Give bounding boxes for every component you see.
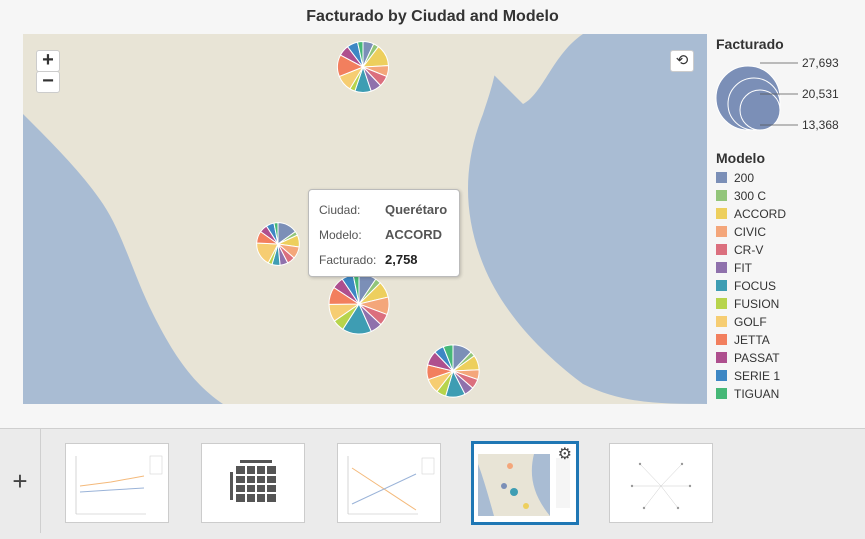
tooltip-value-ciudad: Querétaro — [385, 202, 448, 217]
legend-label: FIT — [734, 261, 752, 275]
thumbnail-line-chart[interactable] — [65, 443, 169, 523]
legend-item[interactable]: PASSAT — [716, 351, 780, 369]
pie-markers — [256, 41, 480, 398]
legend-label: CR-V — [734, 243, 764, 257]
legend-label: FOCUS — [734, 279, 776, 293]
pie-slice — [273, 222, 279, 245]
legend-label: CIVIC — [734, 225, 767, 239]
pie-marker — [328, 273, 390, 335]
legend-label: ACCORD — [734, 207, 787, 221]
pie-marker — [337, 41, 389, 93]
line-chart-thumb-icon — [347, 456, 435, 515]
legend-label: 200 — [734, 171, 755, 185]
land-mass — [23, 34, 707, 104]
legend-item[interactable]: 300 C — [716, 189, 766, 207]
size-legend-title: Facturado — [716, 36, 784, 52]
size-legend-circles — [715, 62, 798, 131]
visualization-tray: + — [0, 428, 865, 539]
legend-swatch — [716, 316, 727, 327]
pacific-coast — [23, 114, 223, 404]
legend-item[interactable]: JETTA — [716, 333, 770, 351]
thumbnail-map-active[interactable]: ⚙ — [471, 441, 579, 525]
legend-item[interactable]: FOCUS — [716, 279, 776, 297]
tooltip-key-ciudad: Ciudad: — [319, 203, 361, 217]
gulf-shore — [403, 34, 503, 46]
tooltip-value-modelo: ACCORD — [385, 227, 443, 242]
tooltip-key-facturado: Facturado: — [319, 253, 377, 267]
thumbnail-table[interactable] — [201, 443, 305, 523]
legend-item[interactable]: CIVIC — [716, 225, 766, 243]
reset-view-button[interactable]: ⟲ — [670, 50, 694, 72]
legend-swatch — [716, 370, 727, 381]
legend-item[interactable]: GOLF — [716, 315, 767, 333]
legend-label: GOLF — [734, 315, 767, 329]
tooltip-key-modelo: Modelo: — [319, 228, 362, 242]
legend-item[interactable]: TIGUAN — [716, 387, 779, 405]
legend-swatch — [716, 298, 727, 309]
tooltip-value-facturado: 2,758 — [385, 252, 418, 267]
legend-swatch — [716, 172, 727, 183]
scatter-thumb-icon — [630, 462, 692, 510]
legend-swatch — [716, 190, 727, 201]
pie-slice — [442, 344, 454, 372]
tooltip: Ciudad: Querétaro Modelo: ACCORD Facturado… — [308, 189, 460, 277]
legend-swatch — [716, 226, 727, 237]
map-thumb-icon — [478, 454, 570, 516]
legend-label: PASSAT — [734, 351, 780, 365]
thumbnail-scatter[interactable] — [609, 443, 713, 523]
legend-label: FUSION — [734, 297, 780, 311]
map-area[interactable]: + − ⟲ Ciudad: Querétaro Modelo: ACCORD Fac… — [23, 34, 707, 404]
legend-item[interactable]: SERIE 1 — [716, 369, 780, 387]
size-circle-small — [739, 89, 781, 131]
legend-swatch — [716, 208, 727, 219]
legend-item[interactable]: FIT — [716, 261, 752, 279]
color-legend-title: Modelo — [716, 150, 765, 166]
legend-label: JETTA — [734, 333, 770, 347]
legend-item[interactable]: CR-V — [716, 243, 763, 261]
legend-swatch — [716, 352, 727, 363]
size-label-2: 20,531 — [802, 87, 839, 101]
legend-swatch — [716, 388, 727, 399]
zoom-out-button[interactable]: − — [36, 71, 60, 93]
pie-marker — [256, 222, 300, 266]
legend-label: 300 C — [734, 189, 767, 203]
thumbnail-line-chart-2[interactable] — [337, 443, 441, 523]
legend-swatch — [716, 244, 727, 255]
table-grid-icon — [230, 460, 276, 502]
legend-swatch — [716, 262, 727, 273]
size-label-1: 27,693 — [802, 56, 839, 70]
pie-marker — [426, 344, 480, 398]
chart-title: Facturado by Ciudad and Modelo — [306, 8, 559, 25]
legend-item[interactable]: ACCORD — [716, 207, 786, 225]
size-label-3: 13,368 — [802, 118, 839, 132]
pie-slice — [356, 41, 364, 68]
gear-icon[interactable]: ⚙ — [557, 446, 572, 463]
add-visualization-button[interactable]: + — [0, 429, 41, 533]
legend-swatch — [716, 334, 727, 345]
legend-label: TIGUAN — [734, 387, 780, 401]
legend-panel: Facturado 27,693 20,531 13,368 Modelo 20… — [710, 34, 860, 404]
line-chart-thumb-icon — [75, 455, 163, 515]
legend-label: SERIE 1 — [734, 369, 781, 383]
legend-item[interactable]: 200 — [716, 171, 754, 189]
legend-swatch — [716, 280, 727, 291]
legend-item[interactable]: FUSION — [716, 297, 779, 315]
